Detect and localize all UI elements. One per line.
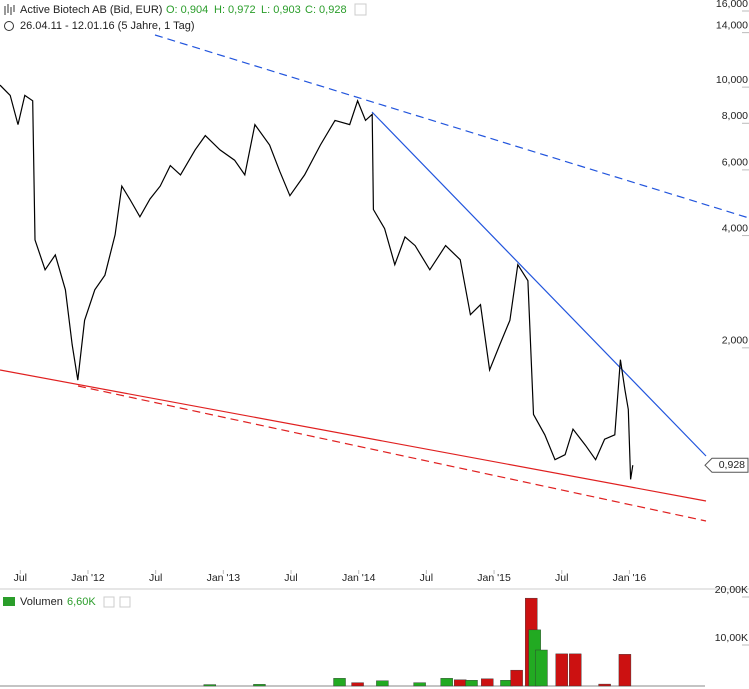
volume-bar (454, 679, 467, 687)
last-price-label: 0,928 (719, 459, 745, 471)
volume-bar (440, 678, 453, 687)
volume-bar (376, 680, 389, 687)
x-tick-label: Jan '16 (613, 572, 647, 584)
date-range: 26.04.11 - 12.01.16 (5 Jahre, 1 Tag) (20, 20, 195, 32)
trend-line (77, 385, 707, 522)
volume-bar (203, 684, 217, 687)
x-tick-label: Jan '14 (342, 572, 376, 584)
clock-icon (4, 21, 14, 31)
quote-low: L: 0,903 (261, 4, 301, 16)
x-tick-label: Jul (14, 572, 27, 584)
quote-high: H: 0,972 (214, 4, 256, 16)
quote-close: C: 0,928 (305, 4, 347, 16)
volume-title: Volumen (20, 596, 63, 608)
volume-bar (413, 682, 426, 687)
volume-bar (598, 683, 611, 687)
y-tick-label: 10,000 (716, 74, 748, 86)
volume-bar (465, 680, 478, 687)
volume-value: 6,60K (67, 596, 96, 608)
last-price-box (704, 457, 749, 473)
settings-icon[interactable] (354, 3, 367, 16)
trend-line (371, 111, 707, 457)
y-tick-label: 8,000 (722, 110, 748, 122)
settings-icon[interactable] (103, 596, 115, 608)
volume-bar (569, 653, 582, 687)
volume-bar (351, 682, 364, 687)
volume-bar (535, 649, 548, 687)
x-tick-label: Jul (420, 572, 433, 584)
y-tick-label: 20,00K (715, 584, 748, 596)
y-tick-label: 10,00K (715, 632, 748, 644)
y-tick-label: 2,000 (722, 335, 748, 347)
volume-icon (3, 597, 15, 606)
x-tick-label: Jul (284, 572, 297, 584)
close-icon[interactable] (119, 596, 131, 608)
trend-line (154, 34, 749, 219)
y-tick-label: 6,000 (722, 157, 748, 169)
y-tick-label: 16,000 (716, 0, 748, 10)
x-tick-label: Jan '12 (71, 572, 105, 584)
price-line (0, 84, 634, 480)
x-tick-label: Jul (555, 572, 568, 584)
volume-bar (618, 654, 632, 687)
volume-bar (481, 678, 494, 687)
trend-line (0, 369, 707, 502)
chart-title: Active Biotech AB (Bid, EUR) (20, 4, 162, 16)
x-tick-label: Jul (149, 572, 162, 584)
quote-open: O: 0,904 (166, 4, 208, 16)
volume-bar (333, 678, 346, 687)
x-tick-label: Jan '15 (477, 572, 511, 584)
x-tick-label: Jan '13 (207, 572, 241, 584)
volume-bar (510, 669, 523, 687)
volume-bar (253, 684, 266, 687)
y-tick-label: 14,000 (716, 19, 748, 31)
header-icon (4, 4, 15, 15)
volume-bar (555, 653, 568, 687)
y-tick-label: 4,000 (722, 222, 748, 234)
